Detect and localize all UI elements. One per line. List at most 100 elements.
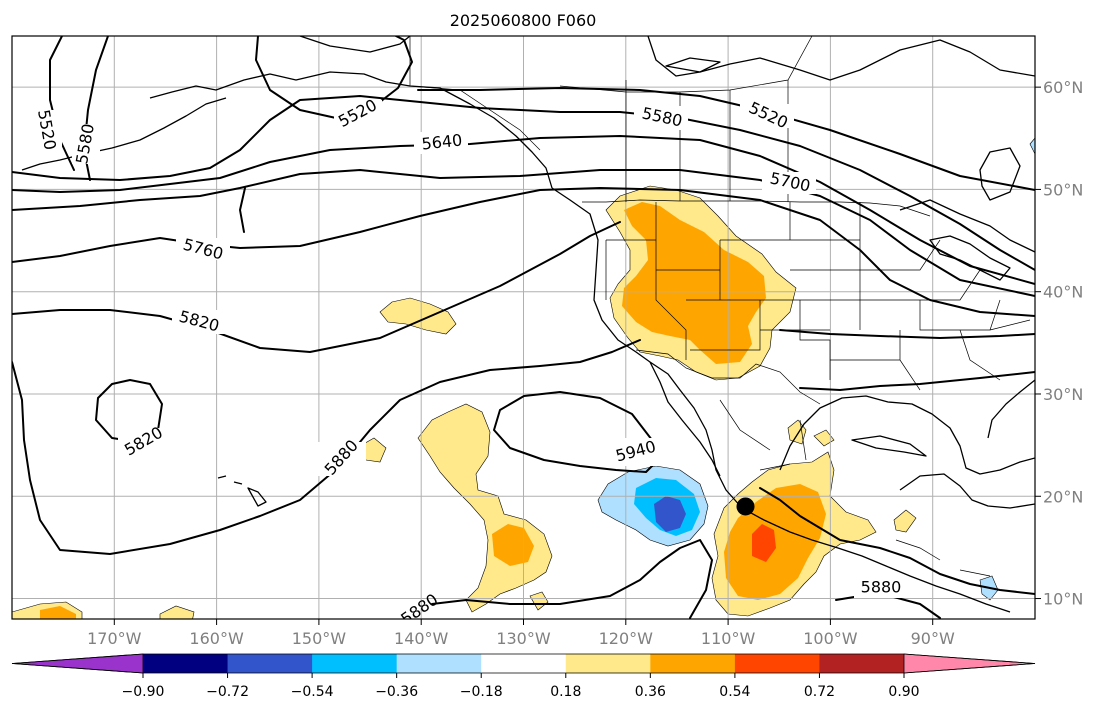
contour-label-bg xyxy=(176,238,230,260)
colorbar-segment xyxy=(819,654,905,673)
border-us-mexico xyxy=(635,349,821,405)
graticule xyxy=(12,36,1035,619)
contour-5940 xyxy=(493,391,657,473)
contour-label-bg xyxy=(30,110,62,150)
contour-label-5880-east: 5880 xyxy=(861,578,902,597)
colorbar-tick-label: −0.72 xyxy=(206,684,249,700)
anomaly-region-north-pacific xyxy=(379,297,457,335)
lat-tick-label: 40°N xyxy=(1043,283,1083,302)
anomaly-region-edge xyxy=(1029,137,1035,155)
colorbar-tick-label: 0.90 xyxy=(888,684,919,700)
contour-label-bg xyxy=(334,100,382,124)
contour-5880-south xyxy=(431,539,713,619)
coast-alaska xyxy=(149,71,553,189)
colorbar-segment xyxy=(396,654,482,673)
coast-great-lakes xyxy=(929,235,1011,281)
colorbar-segment xyxy=(143,654,229,673)
colorbar: −0.90 −0.72 −0.54 −0.36 −0.18 0.18 0.36 0.54 0.7… xyxy=(11,653,1036,700)
contour-5880 xyxy=(12,339,641,555)
colorbar-segment xyxy=(312,654,398,673)
contour-5520-west xyxy=(49,36,75,171)
lat-tick-label: 10°N xyxy=(1043,590,1083,609)
colorbar-extend-low xyxy=(11,653,144,674)
contour-label-bg xyxy=(72,124,100,164)
coast-west-us xyxy=(551,187,1011,613)
anomaly-region-central-pacific xyxy=(417,403,553,613)
lon-tick-label: 90°W xyxy=(911,629,955,648)
colorbar-tick-label: −0.36 xyxy=(375,684,418,700)
anomaly-region-southwest-small xyxy=(159,605,195,619)
contour-labels: 5520 5580 5520 5520 5580 5640 5700 5760 … xyxy=(30,95,908,629)
coast-baja xyxy=(649,361,721,477)
colorbar-segment xyxy=(650,654,736,673)
contour-5700 xyxy=(12,169,1035,297)
colorbar-tick-label: 0.54 xyxy=(719,684,750,700)
colorbar-segment xyxy=(481,654,567,673)
contour-5820-east xyxy=(779,329,1035,339)
lon-tick-label: 110°W xyxy=(701,629,756,648)
anomaly-region-gulf-b xyxy=(813,429,835,447)
border-alaska-canada xyxy=(409,36,541,151)
colorbar-tick-label: −0.54 xyxy=(291,684,334,700)
contour-label-bg xyxy=(610,438,664,466)
longitude-ticks: 170°W 160°W 150°W 140°W 130°W 120°W 110°W 100°W… xyxy=(87,619,955,648)
anomaly-region-mexico-054 xyxy=(752,524,776,562)
lat-tick-label: 60°N xyxy=(1043,78,1083,97)
colorbar-tick-label: −0.18 xyxy=(460,684,503,700)
anomaly-region-negative-054 xyxy=(654,496,686,532)
anomaly-region-south-pacific xyxy=(529,591,549,611)
latitude-ticks: 60°N 50°N 40°N 30°N 20°N 10°N xyxy=(1035,78,1083,609)
contour-label-5640: 5640 xyxy=(421,130,463,153)
lon-tick-label: 170°W xyxy=(87,629,142,648)
coast-east-us xyxy=(987,379,1035,439)
coast-aleutians xyxy=(21,97,227,171)
coast-north-canada xyxy=(647,36,1035,81)
lat-tick-label: 20°N xyxy=(1043,487,1083,506)
coast-yucatan xyxy=(899,473,1035,509)
coast-arctic-island xyxy=(665,57,721,73)
height-contours xyxy=(12,36,1035,619)
contour-label-bg xyxy=(118,428,170,456)
anomaly-region-gulf-a xyxy=(787,419,807,445)
contour-label-5880-south: 5880 xyxy=(397,590,441,629)
political-boundaries xyxy=(409,36,1031,577)
border-us-states-a xyxy=(605,202,1031,391)
lat-tick-label: 30°N xyxy=(1043,385,1083,404)
colorbar-extend-high xyxy=(903,653,1036,674)
contour-5580 xyxy=(12,95,1035,271)
contour-5760 xyxy=(12,187,1035,317)
contour-5880-east xyxy=(799,371,1035,391)
border-central-america xyxy=(895,539,991,577)
lat-tick-label: 50°N xyxy=(1043,180,1083,199)
contour-5640 xyxy=(12,135,1035,285)
colorbar-tick-label: 0.18 xyxy=(550,684,581,700)
contour-5520-east xyxy=(417,87,1035,191)
border-mexico-states xyxy=(719,399,807,471)
contour-label-bg xyxy=(172,310,226,334)
map-area: 5520 5580 5520 5520 5580 5640 5700 5760 … xyxy=(12,36,1035,629)
coastlines xyxy=(21,36,1035,613)
colorbar-segment xyxy=(734,654,820,673)
coast-cuba xyxy=(851,435,927,457)
lon-tick-label: 140°W xyxy=(394,629,449,648)
anomaly-region-western-us-036 xyxy=(622,202,766,364)
coast-canada-east xyxy=(899,199,1035,253)
colorbar-tick-label: −0.90 xyxy=(122,684,165,700)
contour-label-bg xyxy=(414,132,468,154)
contour-label-bg xyxy=(854,576,908,598)
anomaly-region-southwest-corner-036 xyxy=(40,606,76,619)
anomaly-shading xyxy=(12,137,1035,619)
colorbar-tick-label: 0.36 xyxy=(635,684,666,700)
coast-gulf xyxy=(779,395,1035,475)
contour-label-bg xyxy=(318,442,366,476)
lon-tick-label: 120°W xyxy=(599,629,654,648)
colorbar-tick-label: 0.72 xyxy=(804,684,835,700)
contour-5880-mexico xyxy=(759,487,1035,595)
coast-hawaii xyxy=(217,475,267,507)
contour-5880-southeast xyxy=(835,595,941,619)
colorbar-segment xyxy=(565,654,651,673)
map-title: 2025060800 F060 xyxy=(450,11,597,30)
location-marker xyxy=(736,497,755,516)
